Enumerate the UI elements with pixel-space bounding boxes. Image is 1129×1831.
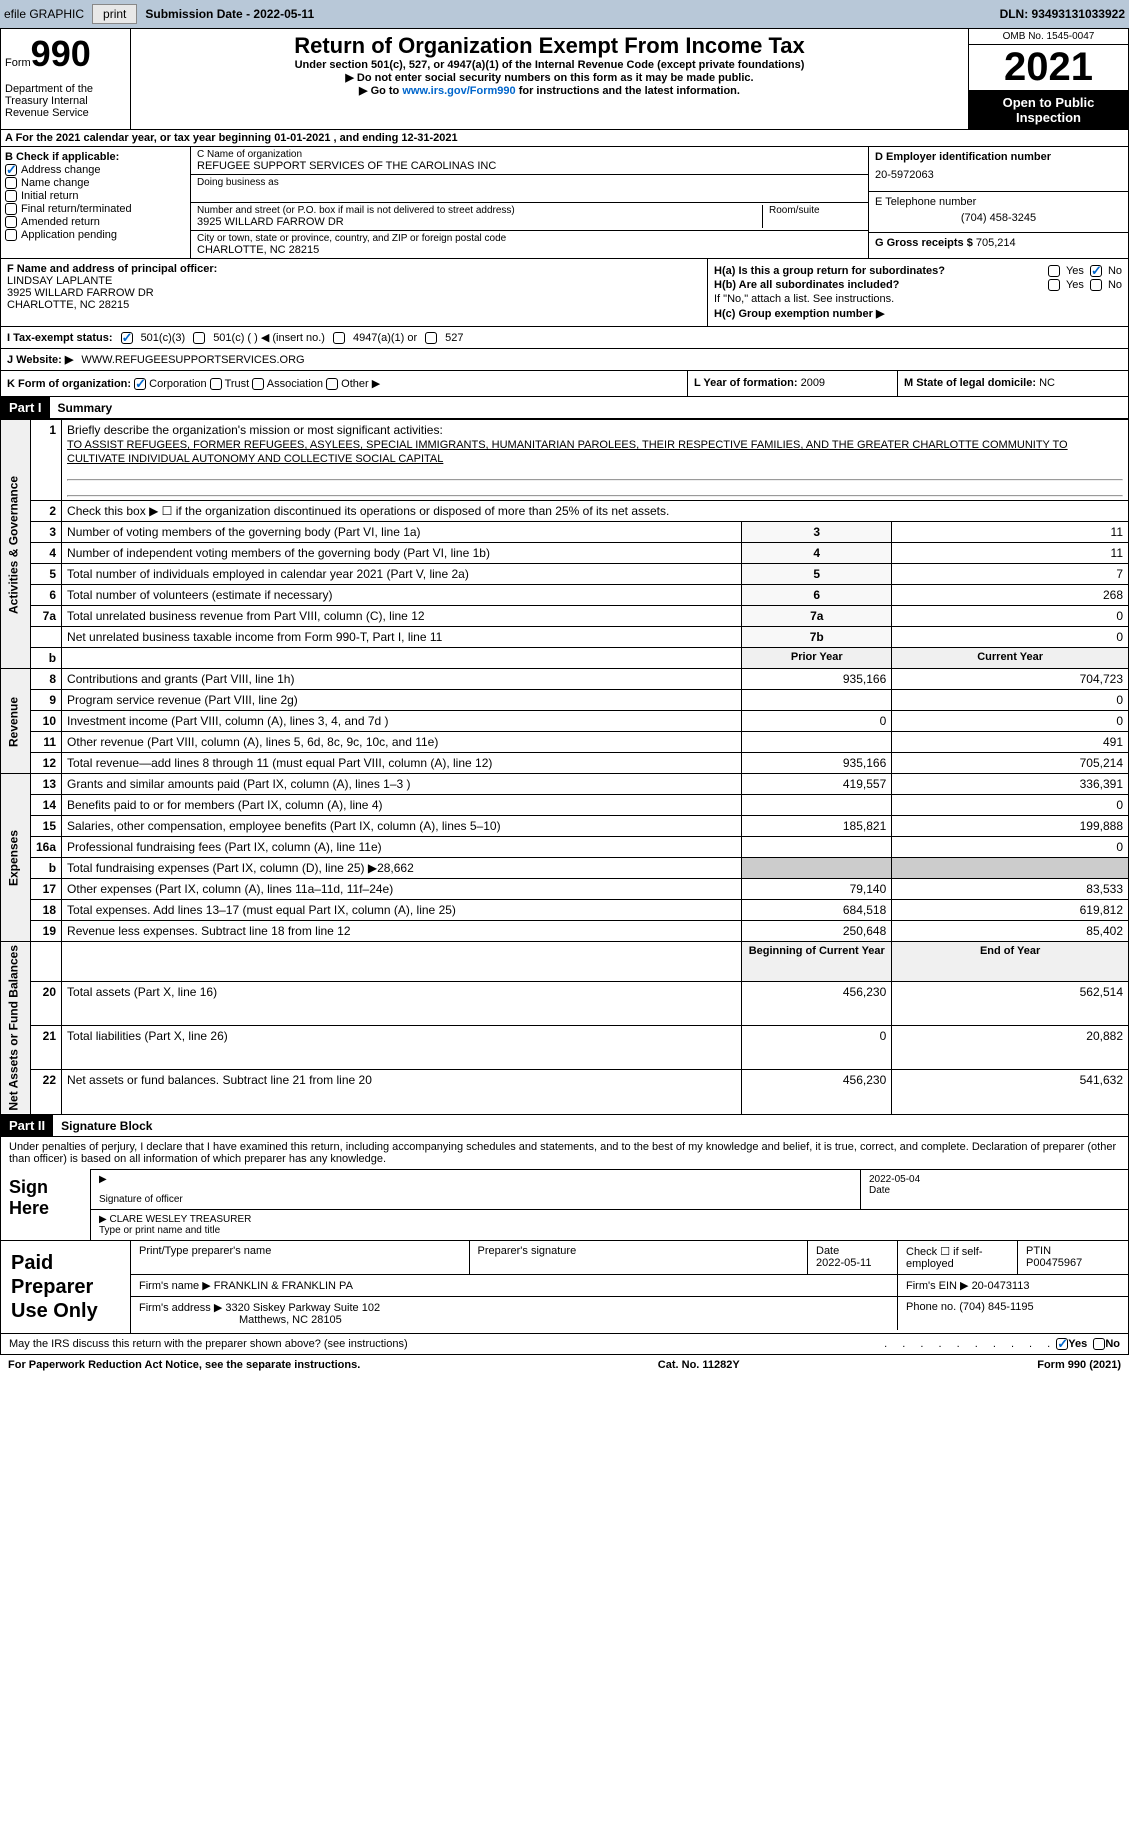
top-bar: efile GRAPHIC print Submission Date - 20…: [0, 0, 1129, 28]
footer: For Paperwork Reduction Act Notice, see …: [0, 1355, 1129, 1375]
chk-address[interactable]: [5, 164, 17, 176]
chk-final[interactable]: [5, 203, 17, 215]
website: WWW.REFUGEESUPPORTSERVICES.ORG: [81, 354, 304, 366]
mission: TO ASSIST REFUGEES, FORMER REFUGEES, ASY…: [67, 439, 1068, 465]
sign-here-label: Sign Here: [1, 1169, 91, 1240]
prep-date: 2022-05-11: [816, 1257, 871, 1269]
officer-name: LINDSAY LAPLANTE: [7, 275, 112, 287]
chk-amended[interactable]: [5, 216, 17, 228]
pra-notice: For Paperwork Reduction Act Notice, see …: [8, 1359, 360, 1371]
street: 3925 WILLARD FARROW DR: [197, 216, 762, 228]
omb-number: OMB No. 1545-0047: [969, 29, 1128, 45]
title-box: Return of Organization Exempt From Incom…: [131, 29, 968, 129]
chk-527[interactable]: [425, 332, 437, 344]
gross-receipts: 705,214: [976, 237, 1016, 249]
form-header: Form990 Department of the Treasury Inter…: [0, 28, 1129, 130]
chk-name[interactable]: [5, 177, 17, 189]
val-4: 11: [892, 543, 1129, 564]
subtitle-2: ▶ Do not enter social security numbers o…: [135, 71, 964, 84]
ein: 20-5972063: [875, 163, 1122, 187]
part1-header: Part ISummary: [0, 397, 1129, 419]
line-j: J Website: ▶ WWW.REFUGEESUPPORTSERVICES.…: [0, 349, 1129, 371]
part2-header: Part IISignature Block: [0, 1115, 1129, 1137]
form-ref: Form 990 (2021): [1037, 1359, 1121, 1371]
submission-date: Submission Date - 2022-05-11: [145, 7, 314, 21]
val-7b: 0: [892, 627, 1129, 648]
firm-name: FRANKLIN & FRANKLIN PA: [214, 1280, 353, 1292]
irs-link[interactable]: www.irs.gov/Form990: [402, 85, 515, 97]
chk-corp[interactable]: [134, 378, 146, 390]
city: CHARLOTTE, NC 28215: [197, 244, 862, 256]
main-info-block: B Check if applicable: Address change Na…: [0, 147, 1129, 259]
form-number: 990: [31, 33, 91, 74]
val-3: 11: [892, 522, 1129, 543]
form-label: Form: [5, 57, 31, 69]
org-name: REFUGEE SUPPORT SERVICES OF THE CAROLINA…: [197, 160, 862, 172]
hb-no[interactable]: [1090, 279, 1102, 291]
ha-no[interactable]: [1090, 265, 1102, 277]
open-inspection: Open to Public Inspection: [969, 91, 1128, 129]
col-b: B Check if applicable: Address change Na…: [1, 147, 191, 258]
line-m: M State of legal domicile: NC: [898, 371, 1128, 396]
side-activities: Activities & Governance: [1, 420, 31, 669]
officer-name-title: CLARE WESLEY TREASURER: [109, 1214, 251, 1225]
part1-table: Activities & Governance 1Briefly describ…: [0, 419, 1129, 1115]
form-title: Return of Organization Exempt From Incom…: [135, 33, 964, 59]
line-a: A For the 2021 calendar year, or tax yea…: [0, 130, 1129, 147]
hb-yes[interactable]: [1048, 279, 1060, 291]
dln: DLN: 93493131033922: [1000, 7, 1125, 21]
chk-501c[interactable]: [193, 332, 205, 344]
phone: (704) 458-3245: [875, 208, 1122, 228]
chk-other[interactable]: [326, 378, 338, 390]
subtitle-3: ▶ Go to www.irs.gov/Form990 for instruct…: [135, 84, 964, 97]
line-l: L Year of formation: 2009: [688, 371, 898, 396]
dept-label: Department of the Treasury Internal Reve…: [5, 75, 126, 119]
form-number-box: Form990 Department of the Treasury Inter…: [1, 29, 131, 129]
firm-phone: (704) 845-1195: [959, 1301, 1033, 1313]
col-c: C Name of organizationREFUGEE SUPPORT SE…: [191, 147, 868, 258]
chk-app[interactable]: [5, 229, 17, 241]
print-button[interactable]: print: [92, 4, 137, 24]
chk-initial[interactable]: [5, 190, 17, 202]
sig-date: 2022-05-04: [869, 1174, 1120, 1185]
line-i: I Tax-exempt status: 501(c)(3) 501(c) ( …: [0, 327, 1129, 349]
line-h: H(a) Is this a group return for subordin…: [708, 259, 1128, 326]
chk-4947[interactable]: [333, 332, 345, 344]
firm-ein: 20-0473113: [972, 1280, 1030, 1292]
val-6: 268: [892, 585, 1129, 606]
line-k: K Form of organization: Corporation Trus…: [1, 371, 688, 396]
discuss-yes[interactable]: [1056, 1338, 1068, 1350]
paid-preparer-block: Paid Preparer Use Only Print/Type prepar…: [0, 1241, 1129, 1334]
col-b-label: B Check if applicable:: [5, 151, 186, 163]
side-netassets: Net Assets or Fund Balances: [1, 942, 31, 1115]
year-box: OMB No. 1545-0047 2021 Open to Public In…: [968, 29, 1128, 129]
ha-yes[interactable]: [1048, 265, 1060, 277]
paid-label: Paid Preparer Use Only: [1, 1241, 131, 1333]
chk-assoc[interactable]: [252, 378, 264, 390]
discuss-row: May the IRS discuss this return with the…: [0, 1334, 1129, 1355]
col-d: D Employer identification number20-59720…: [868, 147, 1128, 258]
side-revenue: Revenue: [1, 669, 31, 774]
subtitle-1: Under section 501(c), 527, or 4947(a)(1)…: [135, 59, 964, 71]
line-f: F Name and address of principal officer:…: [1, 259, 708, 326]
line-klm: K Form of organization: Corporation Trus…: [0, 371, 1129, 397]
signature-block: Under penalties of perjury, I declare th…: [0, 1137, 1129, 1241]
side-expenses: Expenses: [1, 774, 31, 942]
discuss-no[interactable]: [1093, 1338, 1105, 1350]
perjury-declaration: Under penalties of perjury, I declare th…: [1, 1137, 1128, 1169]
ptin: P00475967: [1026, 1257, 1082, 1269]
val-5: 7: [892, 564, 1129, 585]
chk-trust[interactable]: [210, 378, 222, 390]
tax-year: 2021: [969, 45, 1128, 91]
firm-addr1: 3320 Siskey Parkway Suite 102: [225, 1302, 380, 1314]
chk-501c3[interactable]: [121, 332, 133, 344]
val-7a: 0: [892, 606, 1129, 627]
fgh-block: F Name and address of principal officer:…: [0, 259, 1129, 327]
cat-no: Cat. No. 11282Y: [658, 1359, 740, 1371]
efile-label: efile GRAPHIC: [4, 7, 84, 21]
